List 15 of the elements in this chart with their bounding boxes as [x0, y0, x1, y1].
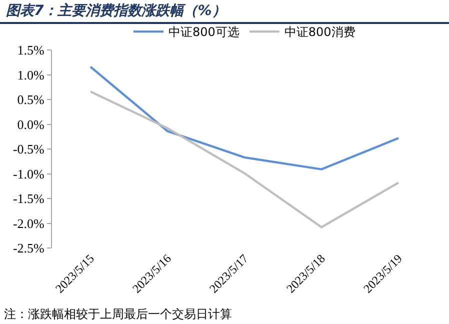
y-tick-label: -1.0%: [12, 166, 45, 182]
y-tick-label: -0.5%: [12, 142, 45, 157]
y-tick-label: 0.0%: [17, 116, 45, 132]
line-series: [89, 90, 400, 228]
y-tick-label: 1.0%: [17, 67, 45, 82]
y-tick-label: 0.5%: [17, 92, 45, 108]
y-tick-label: -2.0%: [12, 216, 45, 231]
y-tick-label: 1.5%: [17, 42, 45, 58]
y-tick-label: -2.5%: [12, 240, 45, 256]
y-tick-label: -1.5%: [12, 191, 45, 206]
legend-label: 中证800可选: [168, 25, 240, 40]
text: 注：涨跌幅相较于上周最后一个交易日计算: [4, 306, 232, 323]
line-series: [89, 66, 400, 170]
legend-label: 中证800消费: [284, 25, 356, 40]
chart-title: 图表7：主要消费指数涨跌幅（%）: [6, 2, 226, 20]
